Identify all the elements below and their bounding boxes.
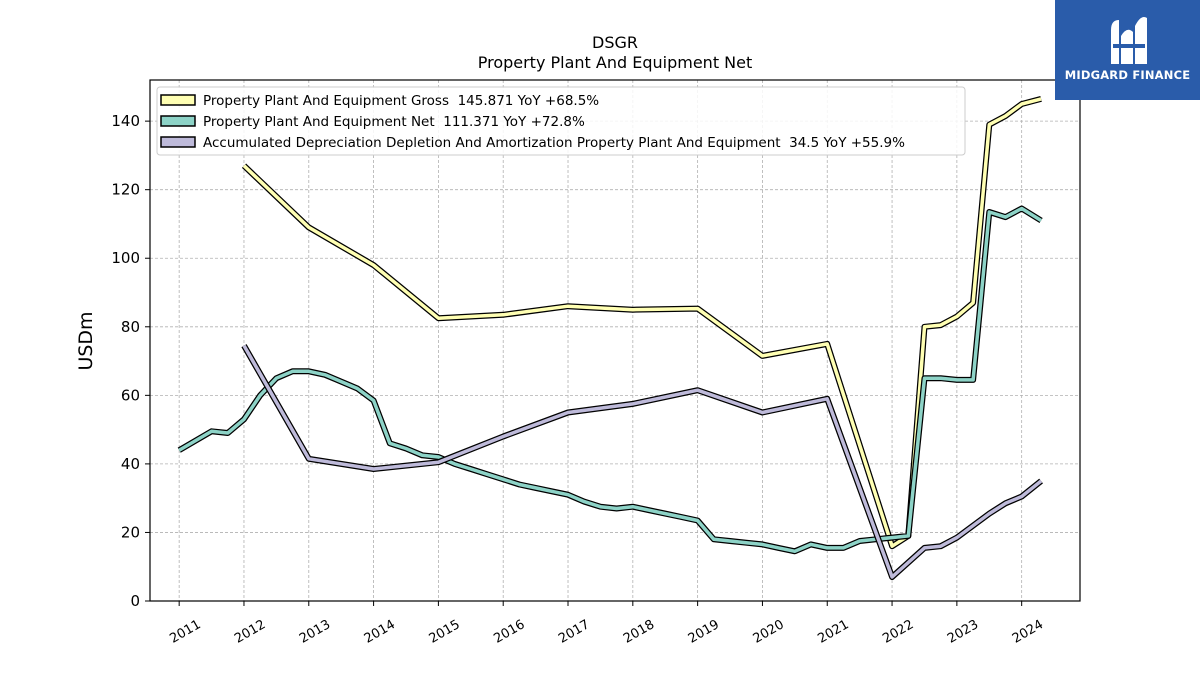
y-tick-label: 20: [121, 523, 140, 541]
x-tick-label: 2011: [167, 617, 203, 647]
y-tick-label: 140: [111, 112, 140, 130]
series-line-1: [242, 97, 1042, 548]
legend-label-1: Property Plant And Equipment Gross 145.8…: [203, 93, 599, 109]
x-tick-label: 2020: [751, 617, 787, 647]
y-axis: 0 20 40 60 80 100 120 140: [111, 112, 150, 610]
x-tick-label: 2015: [427, 617, 463, 647]
x-tick-label: 2024: [1010, 617, 1046, 647]
y-tick-label: 100: [111, 249, 140, 267]
x-axis: 2011 2012 2013 2014 2015 2016 2017 2018 2019 2020…: [167, 601, 1046, 647]
x-tick-label: 2014: [362, 617, 398, 647]
y-tick-label: 120: [111, 181, 140, 199]
series-line-3: [242, 344, 1043, 579]
x-tick-label: 2016: [491, 617, 527, 647]
x-tick-label: 2021: [815, 617, 851, 647]
x-tick-label: 2018: [621, 617, 657, 647]
legend-swatch-2: [160, 115, 196, 127]
brand-mark-icon: [1111, 17, 1147, 64]
legend-label-3: Accumulated Depreciation Depletion And A…: [203, 135, 905, 151]
legend: Property Plant And Equipment Gross 145.8…: [156, 86, 966, 156]
legend-swatch-3: [160, 136, 196, 148]
x-tick-label: 2012: [232, 617, 268, 647]
y-tick-label: 0: [130, 592, 140, 610]
y-tick-label: 40: [121, 455, 140, 473]
x-tick-label: 2022: [880, 617, 916, 647]
y-axis-label: USDm: [75, 311, 97, 370]
brand-logo: MIDGARD FINANCE: [1055, 0, 1200, 100]
legend-swatch-1: [160, 94, 196, 106]
y-tick-label: 60: [121, 386, 140, 404]
x-tick-label: 2019: [686, 617, 722, 647]
x-tick-label: 2017: [556, 617, 592, 647]
series-layer: [177, 95, 1043, 580]
series-line-2: [178, 206, 1043, 554]
chart-subtitle: Property Plant And Equipment Net: [478, 53, 753, 72]
plot-frame: [149, 79, 1081, 602]
y-tick-label: 80: [121, 318, 140, 336]
series-outline-1: [241, 95, 1042, 550]
grid-lines: [150, 80, 1080, 602]
legend-box: [156, 86, 966, 156]
brand-name: MIDGARD FINANCE: [1064, 68, 1191, 82]
chart-title: DSGR: [592, 33, 638, 52]
x-tick-label: 2023: [945, 617, 981, 647]
legend-label-2: Property Plant And Equipment Net 111.371…: [203, 114, 585, 130]
x-tick-label: 2013: [297, 617, 333, 647]
